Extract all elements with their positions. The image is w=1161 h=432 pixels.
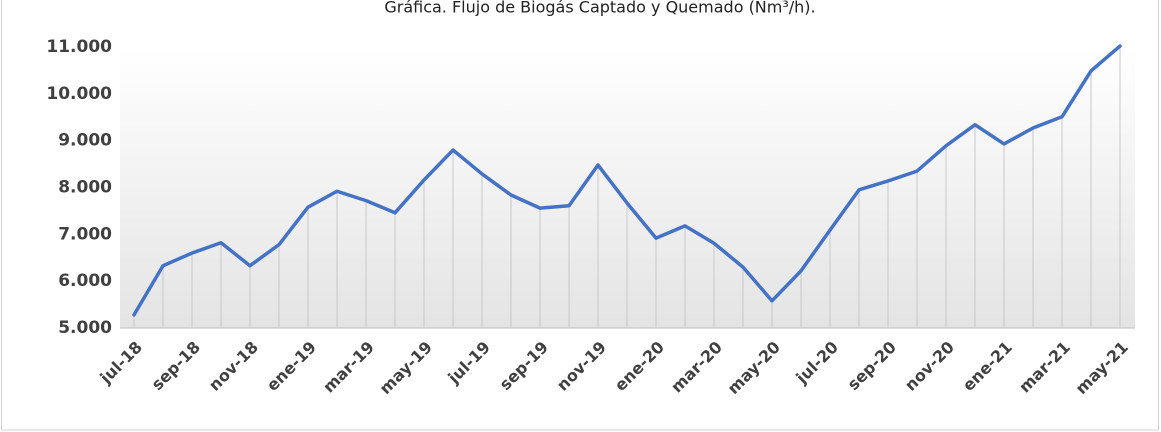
chart-title: Gráfica. Flujo de Biogás Captado y Quema… xyxy=(384,0,815,17)
x-tick-label: may-21 xyxy=(1072,338,1132,398)
y-tick-label: 5.000 xyxy=(58,318,112,338)
x-tick-label: ene-20 xyxy=(611,338,668,395)
series-line xyxy=(132,44,1122,317)
x-tick-label: mar-19 xyxy=(319,338,378,397)
x-tick-label: mar-20 xyxy=(667,338,726,397)
x-tick-label: jul-18 xyxy=(96,338,146,388)
x-tick-label: nov-18 xyxy=(205,338,262,395)
x-tick-label: jul-19 xyxy=(444,338,494,388)
x-tick-label: ene-21 xyxy=(959,338,1016,395)
x-tick-label: sep-20 xyxy=(844,338,900,394)
x-tick-label: may-20 xyxy=(724,338,784,398)
x-tick-label: nov-20 xyxy=(901,338,958,395)
x-tick-label: jul-20 xyxy=(792,338,842,388)
x-tick-label: may-19 xyxy=(376,338,436,398)
x-tick-label: sep-18 xyxy=(148,338,204,394)
y-tick-label: 7.000 xyxy=(58,224,112,244)
x-tick-label: sep-19 xyxy=(496,338,552,394)
y-tick-label: 11.000 xyxy=(46,37,112,57)
y-tick-label: 6.000 xyxy=(58,271,112,291)
y-tick-label: 8.000 xyxy=(58,178,112,198)
x-tick-label: mar-21 xyxy=(1015,338,1074,397)
x-tick-label: ene-19 xyxy=(263,338,320,395)
y-tick-label: 9.000 xyxy=(58,131,112,151)
y-tick-label: 10.000 xyxy=(46,84,112,104)
x-tick-label: nov-19 xyxy=(553,338,610,395)
